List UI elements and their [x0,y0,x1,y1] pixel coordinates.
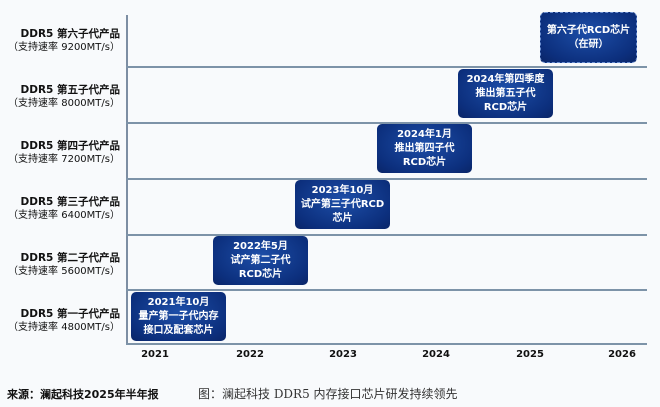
milestone-line: 试产第二子代 [230,254,291,266]
row-divider [126,289,647,291]
row-title: DDR5 第六子代产品 [20,28,120,40]
row-title: DDR5 第一子代产品 [20,308,120,320]
row-label-gen3: DDR5 第三子代产品 （支持速率 6400MT/s） [0,195,120,223]
milestone-gen5: 2024年第四季度 推出第五子代 RCD芯片 [458,69,553,118]
row-divider [126,234,647,236]
milestone-line: 芯片 [332,212,353,224]
milestone-line: 第六子代RCD芯片 [546,24,631,36]
y-axis-line [126,15,128,344]
row-speed: （支持速率 6400MT/s） [8,210,120,221]
milestone-line: 2024年1月 [397,128,452,140]
year-tick: 2023 [329,349,357,360]
source-note: 来源：澜起科技2025年半年报 [7,388,159,401]
milestone-line: （在研） [568,38,609,50]
milestone-gen4: 2024年1月 推出第四子代 RCD芯片 [377,124,472,173]
milestone-line: 试产第三子代RCD [300,198,385,210]
x-axis-line [126,343,647,345]
milestone-line: 2022年5月 [233,240,288,252]
milestone-line: 推出第四子代 [394,142,455,154]
milestone-line: 2021年10月 [147,296,210,308]
milestone-gen1: 2021年10月 量产第一子代内存 接口及配套芯片 [131,292,226,341]
milestone-line: 推出第五子代 [475,87,536,99]
row-title: DDR5 第三子代产品 [20,196,120,208]
row-label-gen6: DDR5 第六子代产品 （支持速率 9200MT/s） [0,27,120,55]
milestone-gen6: 第六子代RCD芯片 （在研） [540,12,637,63]
row-speed: （支持速率 9200MT/s） [8,42,120,53]
year-tick: 2025 [516,349,544,360]
row-speed: （支持速率 8000MT/s） [8,98,120,109]
row-speed: （支持速率 7200MT/s） [8,154,120,165]
milestone-line: 量产第一子代内存 [138,310,219,322]
row-divider [126,178,647,180]
row-title: DDR5 第四子代产品 [20,140,120,152]
year-tick: 2026 [608,349,636,360]
milestone-line: RCD芯片 [238,268,283,280]
milestone-gen2: 2022年5月 试产第二子代 RCD芯片 [213,236,308,285]
row-speed: （支持速率 5600MT/s） [8,266,120,277]
milestone-line: 接口及配套芯片 [143,324,214,336]
milestone-gen3: 2023年10月 试产第三子代RCD 芯片 [295,180,390,229]
row-title: DDR5 第五子代产品 [20,84,120,96]
row-speed: （支持速率 4800MT/s） [8,322,120,333]
milestone-line: RCD芯片 [402,156,447,168]
row-label-gen4: DDR5 第四子代产品 （支持速率 7200MT/s） [0,139,120,167]
year-tick: 2024 [422,349,450,360]
row-title: DDR5 第二子代产品 [20,252,120,264]
row-label-gen1: DDR5 第一子代产品 （支持速率 4800MT/s） [0,307,120,335]
row-label-gen2: DDR5 第二子代产品 （支持速率 5600MT/s） [0,251,120,279]
year-tick: 2021 [141,349,169,360]
row-label-gen5: DDR5 第五子代产品 （支持速率 8000MT/s） [0,83,120,111]
milestone-line: 2024年第四季度 [466,73,545,85]
row-divider [126,66,647,68]
figure-caption: 图：澜起科技 DDR5 内存接口芯片研发持续领先 [198,387,458,401]
milestone-line: RCD芯片 [483,101,528,113]
year-tick: 2022 [236,349,264,360]
milestone-line: 2023年10月 [311,184,374,196]
row-divider [126,122,647,124]
